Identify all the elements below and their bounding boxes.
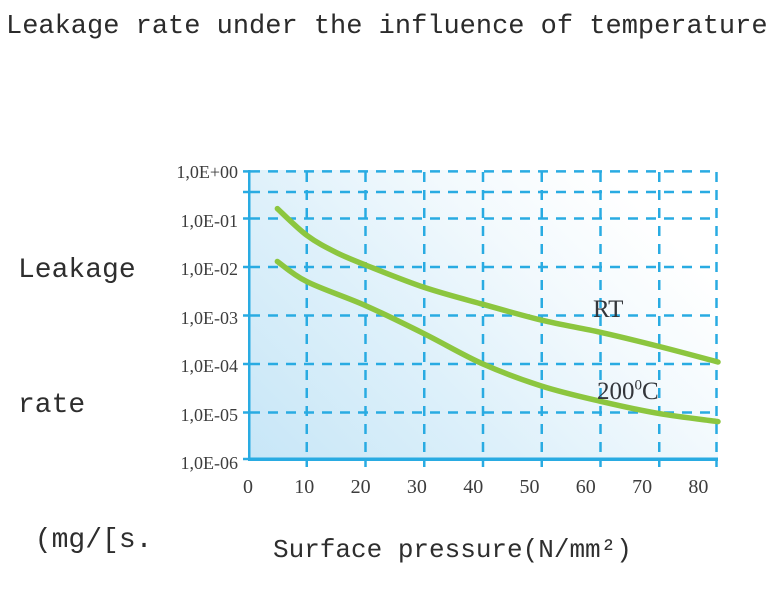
y-axis-label-line: (mg/[s. bbox=[18, 525, 153, 556]
x-tick-label: 10 bbox=[294, 476, 315, 498]
series-label-text: 200 bbox=[597, 378, 635, 405]
x-tick-label: 20 bbox=[350, 476, 371, 498]
series-label-sup: 0 bbox=[634, 377, 643, 394]
plot-canvas bbox=[243, 170, 721, 467]
x-axis-label: Surface pressure(N/mm²) bbox=[273, 535, 632, 565]
x-tick-label: 30 bbox=[406, 476, 427, 498]
series-label-text: RT bbox=[593, 296, 624, 323]
plot-area bbox=[243, 170, 721, 467]
y-tick-label: 1,0E-01 bbox=[180, 210, 239, 231]
x-tick-label: 70 bbox=[632, 476, 653, 498]
x-tick-label: 80 bbox=[688, 476, 709, 498]
y-axis-label-line: Leakage bbox=[18, 255, 136, 286]
series-curve-200c bbox=[274, 258, 721, 425]
y-tick-label: 1,0E-04 bbox=[180, 356, 239, 376]
y-axis-label: Leakage rate (mg/[s. m]) bbox=[18, 158, 152, 598]
y-tick-label: 1,0E-03 bbox=[180, 307, 239, 328]
series-label-text: C bbox=[642, 378, 659, 405]
series-label-200c: 2000C bbox=[597, 378, 659, 406]
x-tick-label: 0 bbox=[243, 476, 253, 498]
y-axis-label-line: rate bbox=[18, 390, 86, 421]
series-curve-rt bbox=[274, 205, 721, 365]
series-label-rt: RT bbox=[593, 296, 623, 324]
x-tick-label: 60 bbox=[575, 476, 596, 498]
y-tick-label: 1,0E+00 bbox=[176, 162, 238, 182]
x-tick-label: 50 bbox=[519, 476, 540, 498]
y-tick-label: 1,0E-06 bbox=[180, 453, 239, 473]
y-tick-label: 1,0E-02 bbox=[180, 259, 239, 279]
y-tick-label: 1,0E-05 bbox=[180, 404, 239, 425]
x-tick-label: 40 bbox=[463, 476, 484, 498]
chart-title: Leakage rate under the influence of temp… bbox=[6, 12, 768, 42]
